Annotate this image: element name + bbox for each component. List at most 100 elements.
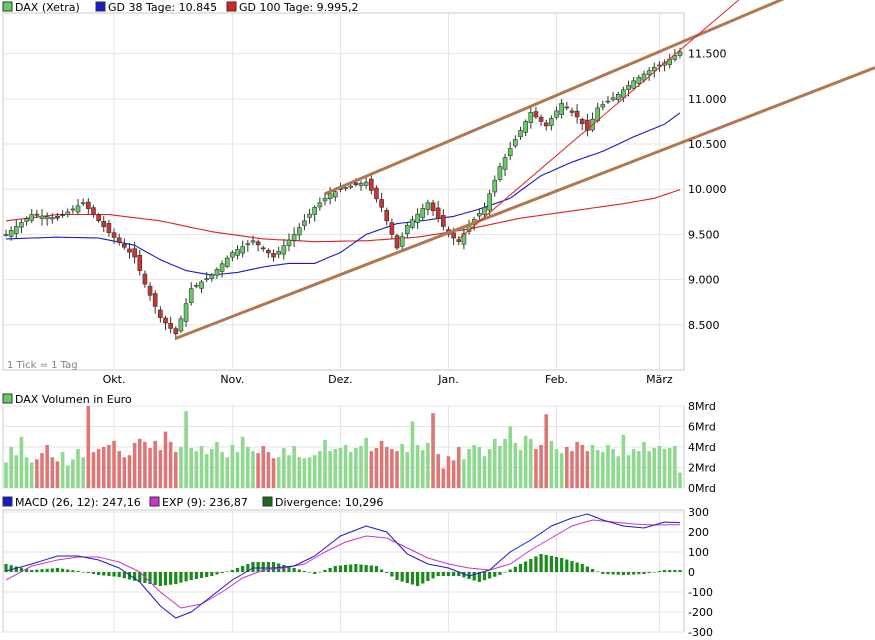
- volume-bar: [50, 457, 55, 488]
- price-x-tick-label: Feb.: [545, 373, 568, 386]
- volume-bar: [472, 444, 476, 488]
- volume-bar: [65, 465, 70, 488]
- divergence-bar: [416, 572, 420, 586]
- volume-bar: [266, 452, 271, 488]
- divergence-bar: [19, 567, 24, 572]
- candle-body: [250, 240, 256, 243]
- candle-body: [332, 191, 338, 198]
- price-grid: [3, 13, 684, 370]
- trend-line-thin: [458, 0, 740, 240]
- price-y-tick-label: 10.500: [688, 138, 727, 151]
- volume-bar: [143, 441, 147, 488]
- divergence-bar: [158, 572, 162, 586]
- legend-swatch-gd38: [95, 1, 106, 12]
- divergence-bar: [338, 565, 343, 572]
- candle-body: [579, 119, 585, 125]
- candle-body: [281, 245, 287, 255]
- volume-bar: [626, 455, 631, 488]
- divergence-bar: [678, 569, 682, 572]
- volume-bar: [503, 438, 507, 488]
- candle-body: [559, 103, 564, 115]
- volume-bar: [673, 445, 677, 488]
- candlesticks: [3, 47, 683, 340]
- volume-bar: [24, 457, 29, 488]
- candle-body: [260, 247, 266, 250]
- divergence-bar: [71, 570, 75, 572]
- exp-line: [5, 519, 681, 609]
- macd-y-tick-label: 200: [688, 526, 709, 539]
- divergence-bar: [256, 562, 260, 572]
- volume-bar: [230, 444, 235, 488]
- volume-bar: [122, 457, 127, 488]
- divergence-bar: [35, 569, 39, 572]
- candle-body: [302, 220, 307, 226]
- volume-bar: [194, 451, 199, 488]
- candle-body: [245, 243, 251, 246]
- volume-bar: [477, 447, 482, 488]
- divergence-bar: [405, 572, 409, 583]
- candle-body: [312, 207, 318, 215]
- candle-body: [152, 293, 158, 307]
- candle-body: [96, 214, 101, 221]
- volume-bar: [667, 448, 672, 488]
- divergence-bar: [354, 564, 358, 572]
- macd-y-tick-label: -300: [688, 626, 713, 639]
- candle-body: [116, 237, 122, 243]
- volume-bar: [585, 451, 590, 488]
- price-y-tick-label: 10.000: [688, 183, 727, 196]
- candle-body: [456, 239, 462, 242]
- divergence-bar: [235, 568, 240, 572]
- price-x-tick-label: Nov.: [220, 373, 244, 386]
- volume-bar: [631, 449, 636, 488]
- volume-bar: [323, 439, 327, 488]
- divergence-bar: [189, 572, 193, 580]
- volume-bar: [148, 448, 152, 488]
- volume-bar: [307, 457, 312, 488]
- macd-path: [5, 513, 681, 619]
- volume-bar: [276, 457, 281, 488]
- candle-body: [271, 253, 276, 258]
- candle-body: [543, 122, 549, 127]
- divergence-bar: [215, 572, 219, 575]
- divergence-bar: [441, 572, 445, 576]
- candle-body: [199, 281, 204, 289]
- candle-body: [214, 269, 220, 276]
- divergence-bar: [225, 571, 229, 572]
- volume-bar: [96, 449, 101, 488]
- candle-body: [75, 205, 81, 213]
- candle-body: [3, 234, 9, 236]
- volume-bar: [40, 453, 44, 488]
- candle-body: [621, 89, 626, 98]
- divergence-bar: [199, 572, 204, 578]
- divergence-bar: [570, 561, 574, 572]
- candle-body: [183, 303, 189, 322]
- candle-body: [343, 187, 348, 189]
- volume-bar: [246, 447, 250, 488]
- divergence-bar: [493, 572, 497, 577]
- volume-bar: [173, 452, 178, 488]
- volume-bar: [251, 451, 255, 488]
- candle-body: [420, 208, 426, 218]
- volume-bar: [369, 451, 374, 488]
- divergence-bar: [452, 572, 456, 576]
- divergence-bar: [86, 572, 90, 573]
- divergence-bar: [133, 572, 137, 581]
- trend-lines: [175, 0, 875, 340]
- divergence-bar: [498, 572, 502, 575]
- volume-bar: [81, 457, 85, 488]
- divergence-bar: [349, 564, 353, 572]
- volume-bar: [400, 443, 404, 488]
- volume-bar: [647, 451, 651, 488]
- volume-bar: [379, 440, 384, 488]
- volume-bar: [441, 468, 446, 488]
- candle-body: [528, 112, 534, 123]
- candle-body: [507, 148, 513, 157]
- divergence-bar: [446, 572, 451, 576]
- macd-y-tick-label: 100: [688, 546, 709, 559]
- volume-bar: [179, 447, 183, 488]
- candle-body: [405, 225, 410, 235]
- divergence-bar: [117, 572, 121, 577]
- divergence-bar: [400, 572, 404, 582]
- candle-body: [564, 106, 570, 109]
